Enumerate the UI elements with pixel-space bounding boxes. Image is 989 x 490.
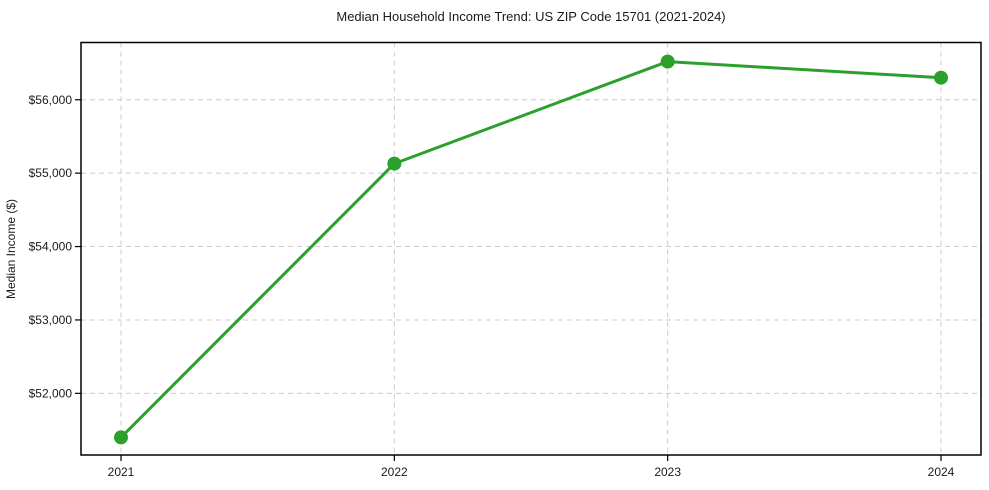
x-tick-label: 2022 <box>381 465 408 479</box>
y-tick-label: $55,000 <box>29 166 73 180</box>
x-tick-label: 2021 <box>108 465 135 479</box>
x-tick-label: 2023 <box>654 465 681 479</box>
y-tick-label: $54,000 <box>29 240 73 254</box>
data-point-2021 <box>114 430 128 445</box>
axes-spines <box>80 41 982 456</box>
chart-plot-area: $52,000 $53,000 $54,000 $55,000 $56,000 2021 2… <box>29 41 982 479</box>
x-tick-label: 2024 <box>928 465 955 479</box>
y-tick-label: $56,000 <box>29 93 73 107</box>
y-axis-label: Median Income ($) <box>4 199 18 299</box>
chart-title: Median Household Income Trend: US ZIP Co… <box>336 9 725 24</box>
y-tick-label: $53,000 <box>29 313 73 327</box>
data-point-2023 <box>660 54 675 69</box>
data-point-2022 <box>387 156 402 171</box>
y-tick-label: $52,000 <box>29 386 73 400</box>
data-point-2024 <box>934 70 948 85</box>
series-line <box>119 60 943 439</box>
